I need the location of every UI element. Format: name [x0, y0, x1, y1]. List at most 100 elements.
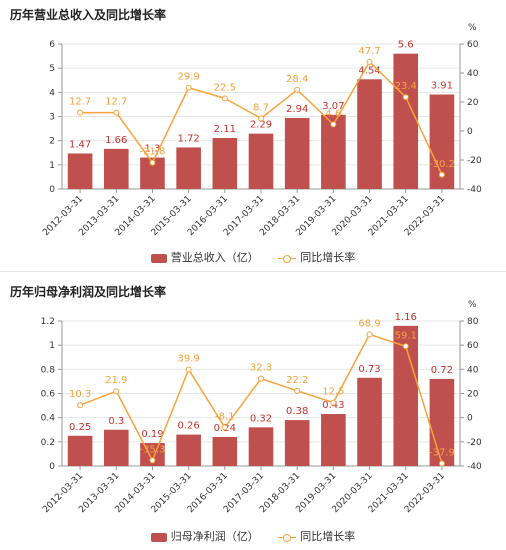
y2-tick-label: 0 — [467, 127, 473, 137]
line-value-label: 12.7 — [105, 97, 127, 108]
bar — [248, 427, 274, 466]
y2-tick-label: 0 — [467, 414, 473, 424]
y2-tick-label: 60 — [467, 341, 479, 351]
line-point — [149, 457, 156, 464]
bar — [357, 377, 382, 466]
line-value-label: 22.2 — [286, 375, 308, 386]
line-value-label: 47.7 — [358, 46, 380, 57]
line-value-label: 32.3 — [250, 363, 272, 374]
line-value-label: 12.7 — [69, 97, 91, 108]
line-point — [402, 343, 409, 350]
y-tick-label: 0 — [49, 462, 55, 472]
profit-chart: 00.20.40.60.811.2-40-20020406080%2012-03… — [41, 300, 482, 515]
line-point — [402, 94, 409, 101]
line-value-label: 10.3 — [69, 389, 91, 400]
revenue-chart: 0123456-40-200204060%2012-03-312013-03-3… — [41, 23, 482, 238]
line-value-label: -21.8 — [140, 147, 166, 158]
y2-tick-label: 20 — [467, 98, 479, 108]
bar-value-label: 5.6 — [398, 40, 414, 51]
bar — [176, 147, 201, 189]
y2-tick-label: 60 — [467, 40, 479, 50]
line-point — [149, 159, 156, 166]
legend-item-bar[interactable]: 营业总收入（亿） — [150, 249, 259, 265]
line-swatch-icon — [278, 533, 297, 542]
line-point — [330, 121, 337, 128]
legend-item-line[interactable]: 同比增长率 — [278, 528, 355, 544]
bar-value-label: 1.72 — [178, 133, 200, 144]
y-tick-label: 0 — [49, 185, 55, 195]
y2-tick-label: 80 — [467, 317, 479, 327]
y-tick-label: 3 — [49, 113, 55, 123]
bar-value-label: 2.11 — [214, 124, 236, 135]
bar — [67, 153, 93, 189]
legend-label: 营业总收入（亿） — [170, 251, 259, 264]
line-point — [258, 375, 264, 382]
line-value-label: 22.5 — [214, 82, 236, 93]
chart-title: 历年归母净利润及同比增长率 — [10, 285, 167, 299]
bar — [176, 434, 201, 466]
bar — [357, 79, 382, 189]
y2-tick-label: -20 — [467, 438, 482, 448]
bar-value-label: 1.66 — [105, 135, 127, 146]
line-point — [330, 399, 337, 406]
legend-item-bar[interactable]: 归母净利润（亿） — [150, 528, 259, 544]
bar-value-label: 0.19 — [141, 429, 163, 440]
bar — [103, 148, 129, 189]
line-point — [258, 115, 264, 122]
revenue-chart-panel: 历年营业总收入及同比增长率 0 1 2 3 4 5 6 -40 -20 0 20 40 60% 2012-… — [0, 0, 506, 272]
legend-item-line[interactable]: 同比增长率 — [278, 249, 355, 265]
line-value-label: 59.1 — [395, 330, 417, 341]
bar — [284, 420, 310, 466]
line-value-label: 28.4 — [286, 74, 308, 85]
bar-value-label: 1.16 — [395, 312, 417, 323]
line-value-label: -37.9 — [429, 447, 455, 458]
line-point — [77, 109, 84, 116]
y-tick-label: 1 — [49, 341, 55, 351]
line-swatch-icon — [278, 254, 297, 263]
line-point — [294, 86, 301, 93]
line-point — [438, 171, 445, 178]
line-point — [438, 460, 445, 467]
y-tick-label: 0.6 — [41, 390, 56, 400]
line-value-label: -8.1 — [215, 411, 235, 422]
y-tick-label: 6 — [49, 40, 55, 50]
line-value-label: 12.5 — [322, 387, 344, 398]
line-value-label: -35.3 — [140, 444, 166, 455]
bar-value-label: 2.29 — [250, 120, 272, 131]
y-tick-label: 1 — [49, 161, 55, 171]
bar — [212, 437, 238, 466]
bar-value-label: 4.54 — [358, 65, 380, 76]
profit-chart-panel: 历年归母净利润及同比增长率 0 0.2 0.4 0.6 0.8 1 1.2 -40 -20 0 20… — [0, 277, 506, 550]
line-point — [77, 402, 84, 409]
bar-value-label: 2.94 — [286, 104, 308, 115]
bar-value-label: 1.3 — [145, 144, 161, 155]
line-value-label: 4.6 — [325, 108, 341, 119]
y2-tick-label: 40 — [467, 365, 479, 375]
bar-value-label: 0.25 — [69, 422, 91, 433]
y-tick-label: 0.4 — [41, 414, 56, 424]
y-tick-label: 4 — [49, 88, 55, 98]
y-tick-label: 0.8 — [41, 365, 56, 375]
bar — [393, 53, 419, 189]
line-point — [366, 331, 373, 338]
bar — [248, 133, 274, 189]
legend-label: 归母净利润（亿） — [170, 530, 259, 543]
line-value-label: 29.9 — [178, 72, 200, 83]
bar-value-label: 1.47 — [69, 139, 91, 150]
y2-tick-label: 40 — [467, 69, 479, 79]
chart-legend: 归母净利润（亿） 同比增长率 — [0, 528, 506, 544]
line-value-label: 8.7 — [253, 102, 269, 113]
line-point — [294, 387, 301, 394]
bar — [103, 429, 129, 466]
bar-swatch-icon — [150, 253, 167, 263]
line-point — [366, 58, 373, 65]
y2-tick-label: -40 — [467, 462, 482, 472]
line-value-label: 23.4 — [395, 81, 417, 92]
y2-tick-label: -40 — [467, 185, 482, 195]
bar — [67, 435, 93, 466]
y2-tick-label: 20 — [467, 390, 479, 400]
line-value-label: 21.9 — [105, 375, 127, 386]
bar — [284, 117, 310, 189]
line-point — [221, 95, 228, 102]
legend-label: 同比增长率 — [300, 251, 356, 264]
